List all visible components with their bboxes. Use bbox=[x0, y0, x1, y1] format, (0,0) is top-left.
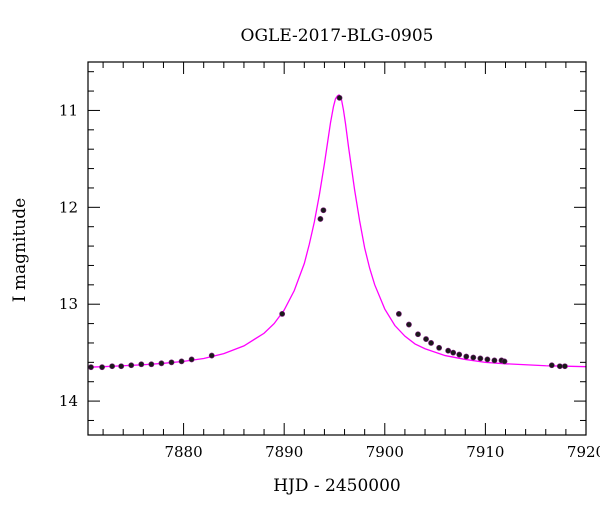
data-point bbox=[484, 356, 491, 363]
data-point bbox=[463, 353, 470, 360]
plot-frame bbox=[87, 61, 587, 436]
y-tick-label: 12 bbox=[59, 198, 78, 216]
data-point bbox=[491, 357, 498, 364]
data-point bbox=[477, 355, 484, 362]
chart-title: OGLE-2017-BLG-0905 bbox=[241, 26, 434, 46]
data-point bbox=[415, 331, 421, 338]
data-point bbox=[456, 351, 463, 358]
data-point bbox=[208, 352, 215, 359]
data-point bbox=[501, 358, 508, 365]
model-curve bbox=[87, 94, 587, 368]
data-point bbox=[436, 344, 443, 351]
data-point bbox=[470, 354, 477, 361]
data-point bbox=[445, 347, 452, 354]
model-curve-layer bbox=[87, 94, 587, 368]
data-points-layer bbox=[88, 94, 568, 371]
axis-ticks bbox=[88, 62, 587, 435]
data-point bbox=[428, 340, 434, 346]
x-tick-label: 7880 bbox=[164, 443, 202, 461]
x-tick-label: 7900 bbox=[366, 443, 404, 461]
data-point bbox=[188, 356, 195, 363]
x-axis-label: HJD - 2450000 bbox=[273, 476, 401, 496]
data-point bbox=[561, 363, 568, 370]
tick-labels: 7880 7890 7900 7910 7920 11 12 13 14 bbox=[59, 101, 600, 461]
data-point bbox=[279, 310, 286, 317]
data-point bbox=[395, 310, 402, 317]
data-point bbox=[168, 359, 175, 366]
data-point bbox=[450, 349, 457, 356]
data-point bbox=[88, 364, 94, 371]
data-point bbox=[99, 364, 105, 371]
data-point bbox=[320, 207, 327, 214]
data-point bbox=[109, 363, 116, 370]
y-tick-label: 13 bbox=[59, 295, 78, 313]
data-point bbox=[336, 94, 343, 101]
data-point bbox=[148, 361, 155, 368]
data-point bbox=[317, 216, 324, 222]
x-tick-label: 7910 bbox=[466, 443, 504, 461]
data-point bbox=[158, 360, 165, 367]
data-point bbox=[128, 362, 135, 369]
data-point bbox=[556, 363, 563, 370]
data-point bbox=[178, 358, 185, 365]
y-axis-label: I magnitude bbox=[10, 198, 30, 302]
data-point bbox=[406, 321, 412, 328]
x-tick-label: 7890 bbox=[265, 443, 303, 461]
data-point bbox=[423, 336, 429, 342]
data-point bbox=[118, 363, 125, 370]
data-point bbox=[548, 362, 555, 369]
data-point bbox=[138, 361, 145, 368]
x-tick-label: 7920 bbox=[567, 443, 600, 461]
y-tick-label: 11 bbox=[59, 101, 78, 119]
y-tick-label: 14 bbox=[59, 392, 78, 410]
